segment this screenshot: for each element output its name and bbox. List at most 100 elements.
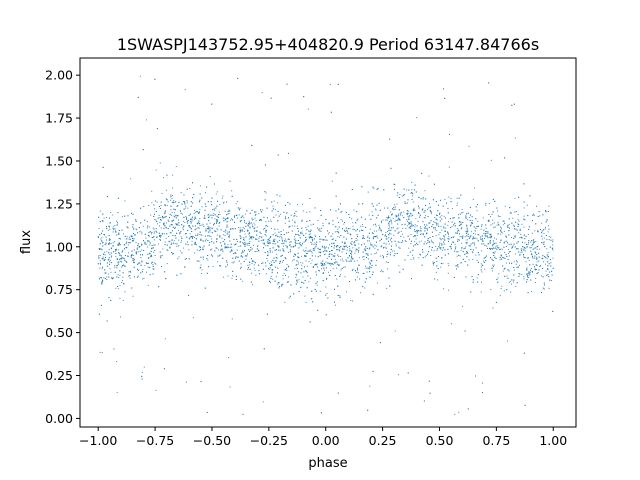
data-point	[308, 237, 310, 239]
data-point	[235, 243, 237, 245]
data-point	[402, 268, 404, 270]
data-point	[391, 227, 393, 229]
data-point	[258, 250, 260, 252]
data-point	[393, 207, 395, 209]
data-point	[298, 290, 300, 292]
data-point	[273, 261, 275, 263]
data-point	[218, 222, 220, 224]
data-point	[422, 196, 424, 198]
data-point	[432, 224, 434, 226]
data-point	[476, 238, 478, 240]
data-point	[434, 229, 436, 231]
data-point	[523, 278, 525, 280]
data-point	[518, 196, 520, 198]
data-point	[422, 249, 424, 251]
data-point	[224, 210, 226, 212]
data-point	[398, 246, 400, 248]
data-point	[470, 249, 472, 250]
data-point	[542, 214, 544, 216]
data-point	[239, 207, 241, 209]
data-point	[103, 253, 105, 255]
data-point	[151, 256, 153, 258]
data-point	[496, 207, 498, 209]
data-point	[303, 282, 305, 284]
data-point	[398, 231, 400, 233]
data-point	[111, 277, 113, 279]
data-point	[385, 261, 387, 263]
data-point	[117, 243, 119, 245]
data-point	[414, 244, 416, 246]
data-point	[509, 212, 511, 214]
data-point	[362, 272, 364, 274]
data-point	[124, 265, 126, 267]
data-point	[377, 187, 379, 189]
data-point	[239, 227, 241, 229]
data-point	[295, 254, 297, 256]
data-point	[503, 268, 505, 270]
data-point	[212, 265, 214, 267]
data-point	[250, 223, 252, 225]
data-point	[431, 231, 433, 233]
data-point	[448, 166, 450, 168]
data-point	[198, 211, 200, 213]
data-point	[236, 249, 238, 251]
data-point	[304, 255, 306, 257]
data-point	[339, 297, 341, 299]
data-point	[134, 261, 136, 263]
data-point	[481, 235, 483, 237]
data-point	[385, 247, 387, 249]
data-point	[256, 234, 258, 236]
data-point	[195, 234, 197, 236]
data-point	[330, 111, 332, 113]
data-point	[180, 212, 182, 214]
data-point	[530, 279, 532, 281]
data-point	[546, 219, 548, 221]
data-point	[240, 217, 242, 219]
data-point	[383, 189, 385, 191]
data-point	[123, 264, 125, 266]
data-point	[327, 233, 329, 235]
data-point	[423, 243, 425, 245]
data-point	[436, 219, 438, 221]
data-point	[143, 249, 145, 251]
data-point	[430, 239, 432, 241]
data-point	[312, 248, 314, 250]
data-point	[299, 237, 301, 239]
data-point	[147, 266, 149, 268]
data-point	[156, 201, 158, 203]
data-point	[110, 271, 112, 273]
data-point	[350, 253, 352, 255]
data-point	[298, 243, 300, 245]
data-point	[265, 265, 267, 267]
data-point	[256, 248, 258, 250]
data-point	[329, 244, 331, 246]
data-point	[532, 214, 534, 216]
data-point	[305, 260, 307, 262]
data-point	[529, 247, 531, 249]
data-point	[190, 201, 192, 203]
data-point	[228, 357, 230, 359]
data-point	[233, 239, 235, 241]
data-point	[341, 210, 343, 212]
data-point	[195, 238, 197, 240]
data-point	[99, 210, 101, 212]
data-point	[480, 269, 482, 271]
data-point	[371, 274, 373, 276]
data-point	[122, 233, 124, 235]
data-point	[242, 215, 244, 217]
data-point	[403, 211, 405, 213]
data-point	[388, 243, 390, 245]
data-point	[501, 285, 503, 287]
data-point	[315, 283, 317, 285]
data-point	[457, 214, 459, 216]
data-point	[132, 238, 134, 240]
data-point	[201, 273, 203, 275]
data-point	[436, 230, 438, 232]
data-point	[330, 262, 332, 264]
data-point	[366, 257, 368, 259]
data-point	[261, 263, 263, 265]
data-point	[115, 265, 117, 267]
data-point	[227, 221, 229, 223]
data-point	[284, 257, 286, 259]
data-point	[468, 217, 470, 219]
